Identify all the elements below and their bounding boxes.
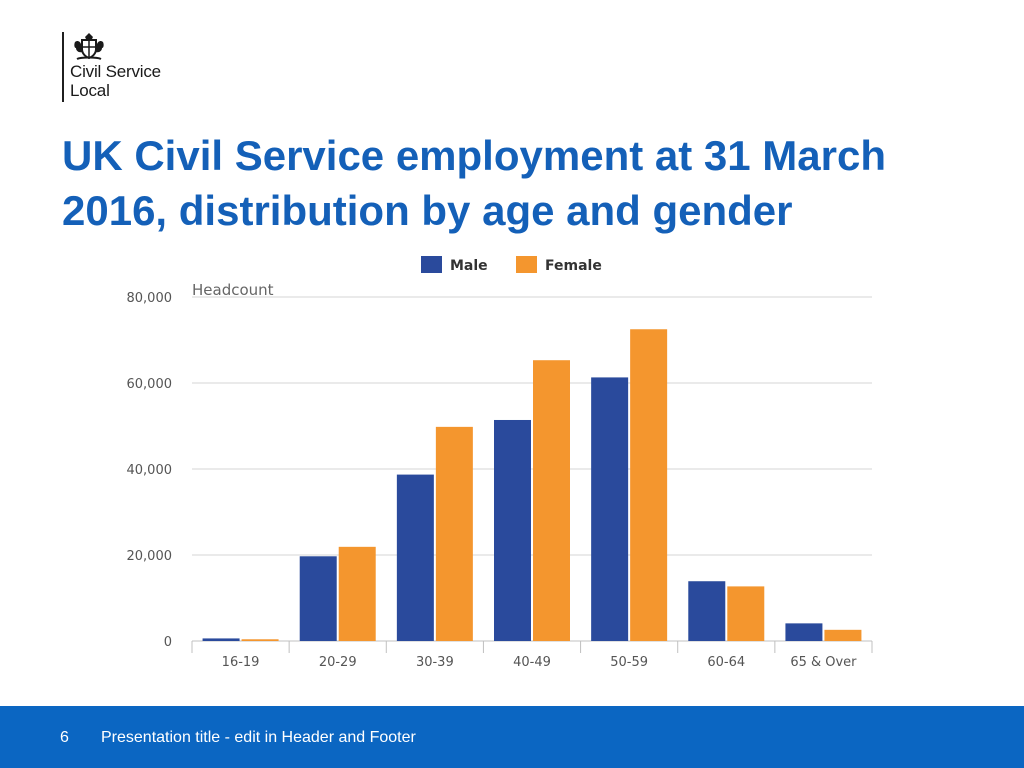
x-tick-label: 40-49 [513,655,551,670]
y-axis-label: Headcount [192,281,274,299]
legend-label-male: Male [450,258,488,274]
bar-female-0 [241,639,279,641]
footer-bar: 6 Presentation title - edit in Header an… [0,706,1024,768]
bar-male-6 [785,623,823,641]
bar-male-3 [494,419,531,641]
y-tick-label: 40,000 [127,463,173,478]
logo-text-local: Local [70,81,110,100]
legend-swatch-male [421,256,442,273]
bar-male-4 [591,377,629,641]
bar-male-1 [299,556,337,641]
age-gender-bar-chart: 0 20,000 40,000 60,000 80,000 Headcount 16-19 2… [127,256,873,670]
bar-female-1 [338,546,376,641]
y-tick-label: 0 [164,635,172,650]
x-tick-label: 50-59 [610,655,648,670]
logo-text-civil-service: Civil Service [70,62,161,81]
slide-title: UK Civil Service employment at 31 March … [62,128,1002,238]
bar-female-4 [630,329,668,641]
bar-male-0 [202,638,240,641]
bar-female-3 [533,360,570,641]
x-tick-label: 65 & Over [790,655,857,670]
bar-male-5 [688,581,726,641]
legend-swatch-female [516,256,537,273]
y-tick-label: 80,000 [127,291,173,306]
bar-female-6 [824,629,862,641]
legend-label-female: Female [545,258,602,274]
royal-coat-of-arms-icon [74,33,104,60]
slide-title-line-1: UK Civil Service employment at 31 March [62,132,886,179]
bar-female-5 [727,586,765,641]
y-tick-label: 20,000 [127,549,173,564]
y-tick-label: 60,000 [127,377,173,392]
x-tick-label: 20-29 [319,655,357,670]
slide-number: 6 [60,729,69,746]
bar-female-2 [435,426,473,641]
bar-male-2 [396,474,434,641]
slide-title-line-2: 2016, distribution by age and gender [62,187,793,234]
x-tick-label: 60-64 [707,655,745,670]
x-tick-label: 30-39 [416,655,454,670]
footer-text: Presentation title - edit in Header and … [101,729,416,746]
x-tick-label: 16-19 [222,655,260,670]
civil-service-local-logo: Civil Service Local [62,32,161,102]
